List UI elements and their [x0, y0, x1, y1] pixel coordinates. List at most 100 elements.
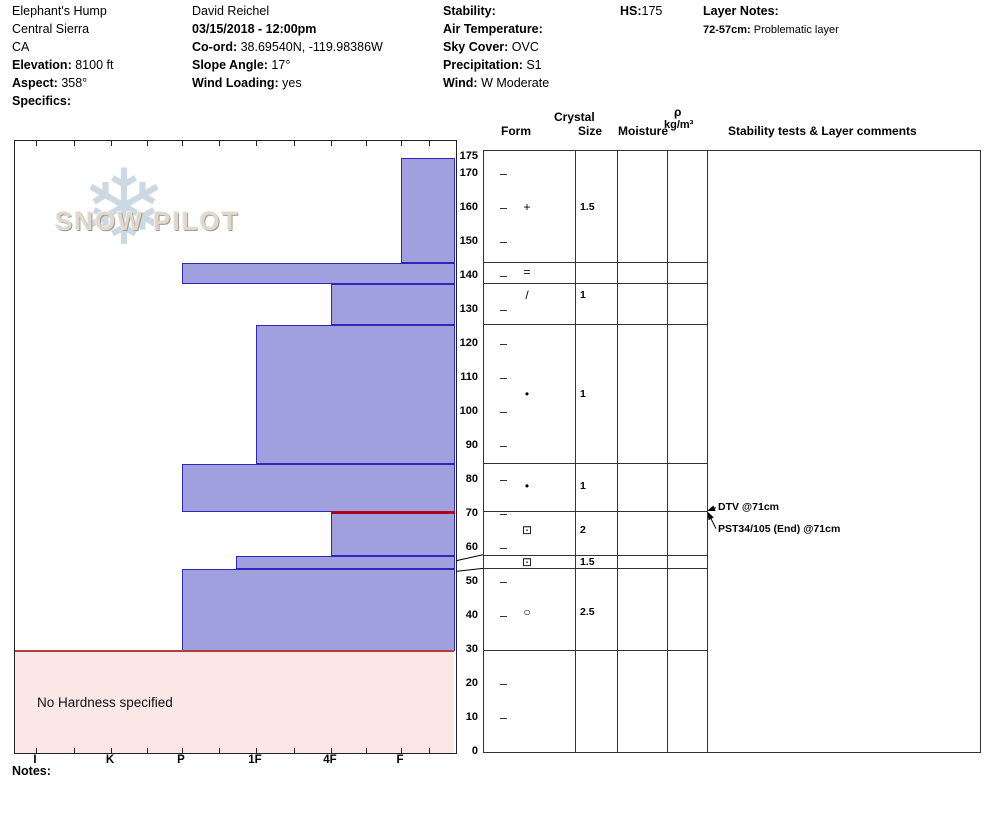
depth-tick-mark — [500, 514, 507, 515]
density-column-header: ρ — [674, 105, 682, 119]
aspect-field: Aspect: 358° — [12, 76, 87, 90]
grid-vline — [707, 150, 708, 752]
layer-boundary-line — [483, 568, 707, 570]
depth-tick-mark — [500, 684, 507, 685]
grain-size-value: 2 — [580, 524, 586, 536]
problem-layer-line — [331, 510, 455, 514]
watermark-text: SNOW PILOT — [55, 206, 240, 236]
hardness-axis-tick — [146, 141, 148, 146]
hardness-axis-tick — [331, 141, 332, 146]
hardness-bar-layer — [236, 555, 455, 570]
test-pointer-arrow — [707, 511, 717, 529]
hardness-bar-layer — [256, 324, 455, 464]
depth-tick-label: 120 — [459, 337, 478, 349]
hardness-axis-tick — [256, 748, 257, 753]
layer-boundary-line — [483, 282, 707, 284]
no-hardness-region: No Hardness specified — [15, 651, 454, 753]
sky-cover-field: Sky Cover: OVC — [443, 40, 539, 54]
layer-boundary-line — [483, 323, 707, 325]
layer-note-text: Problematic layer — [750, 24, 839, 36]
depth-tick-mark — [500, 480, 507, 481]
coordinates-field: Co-ord: 38.69540N, -119.98386W — [192, 40, 383, 54]
grain-size-value: 2.5 — [580, 605, 595, 618]
depth-tick-label: 50 — [465, 575, 478, 587]
slope-angle-label: Slope Angle: — [192, 58, 268, 72]
depth-tick-mark — [500, 616, 507, 617]
size-column-header: Size — [578, 124, 603, 138]
elevation-value: 8100 ft — [71, 58, 114, 72]
depth-tick-label: 100 — [459, 405, 478, 417]
depth-tick-label: 70 — [465, 507, 478, 519]
depth-tick-label: 0 — [471, 745, 478, 757]
hardness-profile-chart: ❄ SNOW PILOT No Hardness specified — [14, 140, 457, 754]
hardness-axis-tick — [73, 748, 75, 753]
hs-label: HS: — [620, 4, 642, 18]
wind-value: W Moderate — [477, 76, 550, 90]
slope-angle-field: Slope Angle: 17° — [192, 58, 290, 72]
crystal-column-header: Crystal — [554, 110, 595, 124]
wind-loading-value: yes — [278, 76, 302, 90]
hardness-bar-layer — [182, 569, 455, 651]
depth-tick-label: 10 — [465, 711, 478, 723]
hardness-bar-layer — [182, 263, 455, 284]
wind-loading-label: Wind Loading: — [192, 76, 279, 90]
slope-angle-value: 17° — [267, 58, 291, 72]
depth-tick-mark — [500, 310, 507, 311]
no-hardness-label: No Hardness specified — [37, 694, 173, 710]
test-pointer-arrow — [707, 505, 717, 512]
site-region: Central Sierra — [12, 22, 90, 36]
depth-tick-mark — [500, 174, 507, 175]
moisture-column-header: Moisture — [618, 124, 669, 138]
hardness-axis-label: F — [396, 754, 404, 766]
precipitation-value: S1 — [522, 58, 542, 72]
depth-tick-mark — [500, 378, 507, 379]
hardness-axis-tick — [36, 141, 37, 146]
hardness-axis-tick — [401, 748, 402, 753]
grain-size-value: 1 — [580, 479, 586, 492]
stability-test-label: DTV @71cm — [718, 500, 780, 513]
hardness-axis-tick — [36, 748, 37, 753]
hardness-bar-layer — [331, 511, 455, 556]
layer-boundary-line — [483, 650, 707, 651]
hardness-axis-tick — [182, 748, 183, 753]
precipitation-label: Precipitation: — [443, 58, 523, 72]
aspect-value: 358° — [57, 76, 88, 90]
stability-label: Stability: — [443, 4, 496, 18]
hardness-axis-tick — [331, 748, 332, 753]
hardness-bar-layer — [401, 158, 455, 264]
grain-form-symbol: ○ — [523, 604, 531, 619]
observation-datetime: 03/15/2018 - 12:00pm — [192, 22, 317, 36]
precipitation-field: Precipitation: S1 — [443, 58, 542, 72]
coordinates-value: 38.69540N, -119.98386W — [237, 40, 383, 54]
depth-tick-label: 60 — [465, 541, 478, 553]
hardness-axis-label: I — [33, 754, 37, 766]
depth-tick-mark — [500, 412, 507, 413]
site-name: Elephant's Hump — [12, 4, 107, 18]
hardness-axis-label: 4F — [323, 754, 337, 766]
depth-tick-label: 140 — [459, 269, 478, 281]
grain-size-value: 1.5 — [580, 556, 595, 569]
site-state: CA — [12, 40, 30, 54]
layer-boundary-line — [483, 510, 707, 512]
layer-connector-line — [455, 567, 484, 572]
layer-notes-header: Layer Notes: — [703, 4, 779, 18]
form-column-header: Form — [501, 124, 531, 138]
depth-tick-mark — [500, 208, 507, 209]
grain-form-symbol: ⊡ — [521, 555, 533, 570]
grid-vline — [483, 150, 484, 752]
hardness-axis-tick — [293, 141, 295, 146]
density-units-label: kg/m³ — [664, 119, 694, 131]
hardness-axis-tick — [428, 141, 430, 146]
grid-vline — [617, 150, 618, 752]
sky-cover-value: OVC — [508, 40, 539, 54]
depth-tick-label: 30 — [465, 643, 478, 655]
depth-tick-mark — [500, 718, 507, 719]
depth-tick-label: 40 — [465, 609, 478, 621]
layer-note: 72-57cm: Problematic layer — [703, 24, 839, 36]
grain-size-value: 1.5 — [580, 201, 595, 213]
layer-note-depth: 72-57cm: — [703, 24, 751, 36]
elevation-field: Elevation: 8100 ft — [12, 58, 113, 72]
depth-tick-label: 170 — [459, 167, 478, 179]
hardness-axis-tick — [219, 748, 220, 753]
grain-size-value: 1 — [580, 289, 586, 302]
